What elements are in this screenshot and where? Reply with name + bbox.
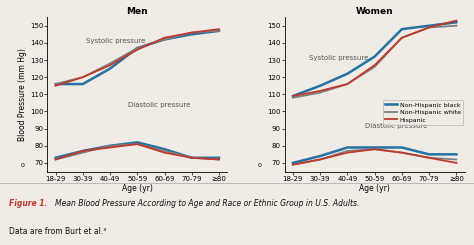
Text: Figure 1.: Figure 1. [9,199,48,208]
Title: Men: Men [127,7,148,16]
Legend: Non-Hispanic black, Non-Hispanic white, Hispanic: Non-Hispanic black, Non-Hispanic white, … [383,100,463,125]
Text: Systolic pressure: Systolic pressure [86,38,146,44]
Y-axis label: Blood Pressure (mm Hg): Blood Pressure (mm Hg) [18,48,27,141]
Text: Diastolic pressure: Diastolic pressure [128,102,190,108]
Text: Systolic pressure: Systolic pressure [309,55,368,61]
Text: Data are from Burt et al.³: Data are from Burt et al.³ [9,227,107,236]
Title: Women: Women [356,7,393,16]
Text: 0: 0 [257,163,261,168]
Text: Mean Blood Pressure According to Age and Race or Ethnic Group in U.S. Adults.: Mean Blood Pressure According to Age and… [55,199,359,208]
X-axis label: Age (yr): Age (yr) [122,184,153,194]
Text: Diastolic pressure: Diastolic pressure [365,123,428,129]
X-axis label: Age (yr): Age (yr) [359,184,390,194]
Text: 0: 0 [20,163,24,168]
